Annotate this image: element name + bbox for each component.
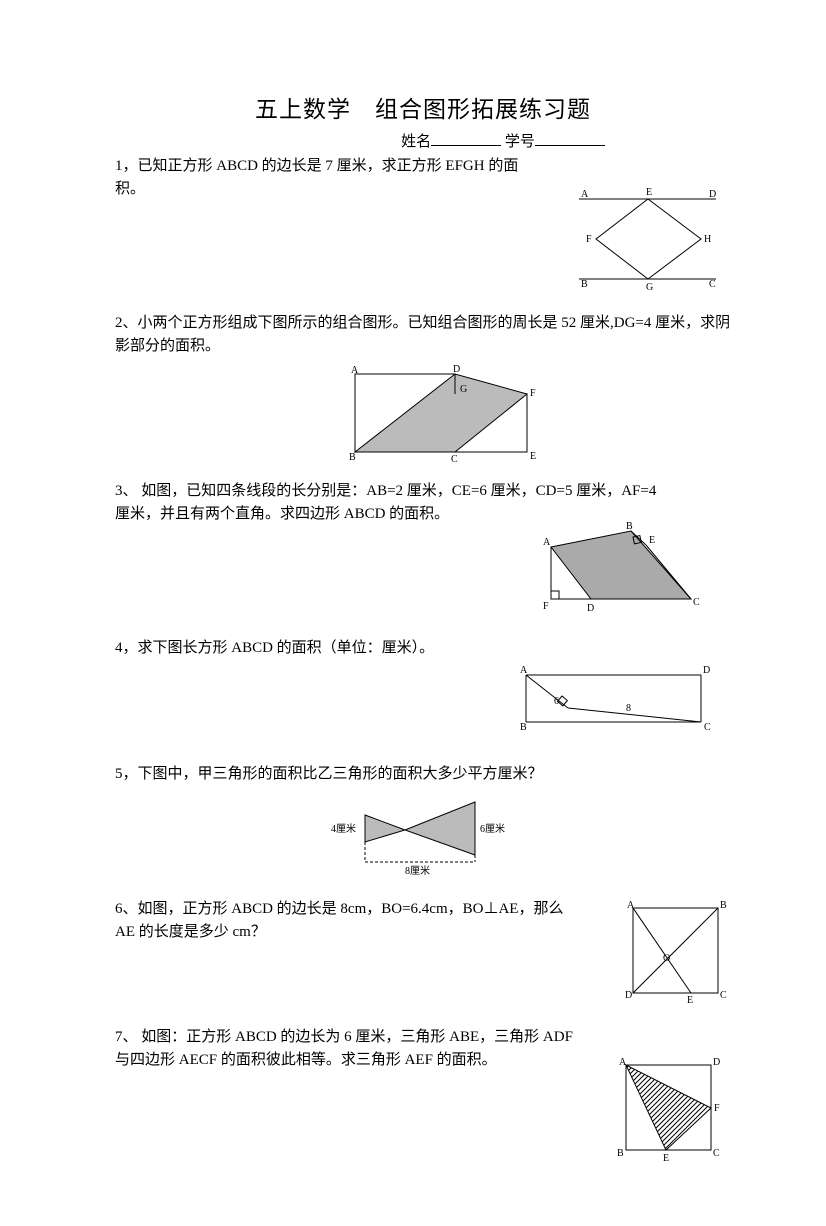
- svg-text:A: A: [351, 365, 359, 376]
- fig-3: A B E C D F: [521, 519, 711, 619]
- svg-text:D: D: [453, 364, 460, 375]
- svg-text:B: B: [617, 1148, 624, 1159]
- fig-6: A B C D E O: [621, 898, 731, 1008]
- p1-text: 1，已知正方形 ABCD 的边长是 7 厘米，求正方形 EFGH 的面积。: [115, 155, 545, 202]
- svg-text:F: F: [586, 234, 592, 245]
- svg-text:6厘米: 6厘米: [480, 822, 505, 835]
- title: 五上数学 组合图形拓展练习题: [115, 90, 731, 124]
- id-blank: [535, 131, 605, 146]
- svg-text:D: D: [625, 990, 632, 1001]
- problem-6: A B C D E O 6、如图，正方形 ABCD 的边长是 8cm，BO=6.…: [115, 898, 731, 1008]
- svg-text:E: E: [663, 1153, 669, 1164]
- svg-text:D: D: [713, 1057, 720, 1068]
- problem-7: 7、 如图：正方形 ABCD 的边长为 6 厘米，三角形 ABE，三角形 ADF…: [115, 1026, 731, 1168]
- svg-text:F: F: [543, 601, 549, 612]
- page: 五上数学 组合图形拓展练习题 姓名 学号 1，已知正方形 ABCD 的边长是 7…: [0, 0, 826, 1226]
- p5-text: 5，下图中，甲三角形的面积比乙三角形的面积大多少平方厘米？: [115, 763, 731, 786]
- problem-2: 2、小两个正方形组成下图所示的组合图形。已知组合图形的周长是 52 厘米,DG=…: [115, 312, 731, 463]
- svg-text:C: C: [720, 990, 727, 1001]
- name-label: 姓名: [401, 134, 431, 150]
- p6-text: 6、如图，正方形 ABCD 的边长是 8cm，BO=6.4cm，BO⊥AE，那么…: [115, 898, 570, 945]
- svg-text:C: C: [693, 597, 700, 608]
- svg-text:B: B: [581, 279, 588, 290]
- svg-text:D: D: [709, 189, 716, 200]
- svg-text:H: H: [704, 234, 711, 245]
- svg-text:G: G: [460, 384, 467, 395]
- svg-text:F: F: [714, 1103, 720, 1114]
- svg-text:O: O: [663, 953, 670, 964]
- fig-4: A D B C 6 8: [506, 660, 726, 745]
- id-label: 学号: [505, 134, 535, 150]
- svg-text:C: C: [704, 722, 711, 733]
- problem-3: 3、 如图，已知四条线段的长分别是：AB=2 厘米，CE=6 厘米，CD=5 厘…: [115, 480, 731, 619]
- svg-text:A: A: [543, 537, 551, 548]
- fig-1: A E D H C G B F: [561, 184, 731, 294]
- svg-text:D: D: [703, 665, 710, 676]
- problem-5: 5，下图中，甲三角形的面积比乙三角形的面积大多少平方厘米？ 4厘米 6厘米 8厘…: [115, 763, 731, 880]
- svg-text:E: E: [646, 187, 652, 198]
- svg-text:4厘米: 4厘米: [331, 822, 356, 835]
- problem-4: 4，求下图长方形 ABCD 的面积（单位：厘米）。 A D B C 6 8: [115, 637, 731, 745]
- p7-text: 7、 如图：正方形 ABCD 的边长为 6 厘米，三角形 ABE，三角形 ADF…: [115, 1026, 585, 1073]
- p2-text: 2、小两个正方形组成下图所示的组合图形。已知组合图形的周长是 52 厘米,DG=…: [115, 312, 731, 359]
- svg-text:B: B: [349, 452, 356, 462]
- svg-text:8: 8: [626, 703, 631, 714]
- svg-text:E: E: [687, 995, 693, 1006]
- p4-text: 4，求下图长方形 ABCD 的面积（单位：厘米）。: [115, 637, 731, 660]
- svg-text:A: A: [619, 1057, 627, 1068]
- svg-text:B: B: [626, 521, 633, 532]
- fig-2: A D G F E C B: [325, 362, 575, 462]
- svg-text:B: B: [720, 900, 727, 911]
- svg-text:E: E: [530, 451, 536, 462]
- svg-text:G: G: [646, 282, 653, 293]
- svg-text:D: D: [587, 603, 594, 614]
- fig-7: A D F C E B: [611, 1053, 731, 1168]
- svg-text:B: B: [520, 722, 527, 733]
- fig-5: 4厘米 6厘米 8厘米: [315, 790, 545, 880]
- meta-row: 姓名 学号: [275, 130, 731, 151]
- svg-text:C: C: [451, 454, 458, 462]
- problem-1: 1，已知正方形 ABCD 的边长是 7 厘米，求正方形 EFGH 的面积。 A …: [115, 155, 731, 294]
- svg-text:F: F: [530, 388, 536, 399]
- svg-text:A: A: [581, 189, 589, 200]
- svg-text:8厘米: 8厘米: [405, 864, 430, 877]
- svg-text:C: C: [709, 279, 716, 290]
- svg-text:6: 6: [554, 696, 559, 707]
- svg-text:A: A: [627, 900, 635, 911]
- name-blank: [431, 131, 501, 146]
- svg-text:C: C: [713, 1148, 720, 1159]
- svg-text:A: A: [520, 665, 528, 676]
- svg-text:E: E: [649, 535, 655, 546]
